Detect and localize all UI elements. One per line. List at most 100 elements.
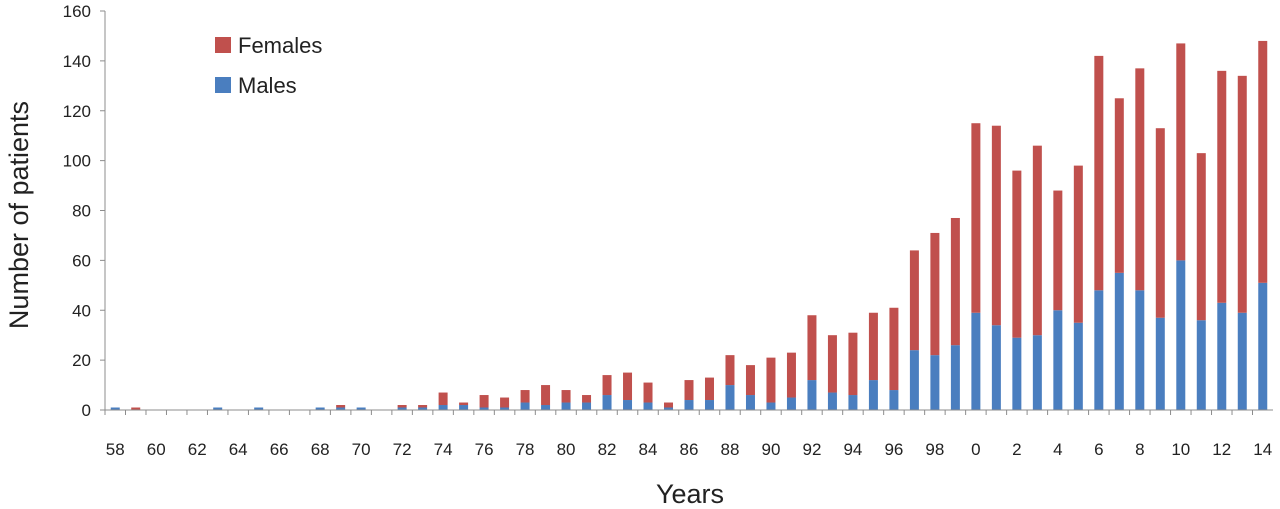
bar-males-83: [623, 400, 633, 410]
bar-females-75: [459, 402, 469, 406]
bar-females-98: [930, 232, 940, 356]
bar-males-97: [909, 350, 919, 410]
bar-males-63: [213, 407, 223, 410]
x-tick-label: 88: [721, 440, 740, 459]
bar-females-87: [704, 377, 714, 401]
y-ticks-group: 0 20 40 60 80 100 120 140 160: [63, 2, 105, 420]
bar-females-76: [479, 395, 489, 408]
bar-males-4: [1053, 310, 1063, 410]
x-tick-label: 76: [475, 440, 494, 459]
y-tick-label: 120: [63, 102, 91, 121]
bar-females-95: [868, 312, 878, 381]
x-tick-label: 74: [434, 440, 453, 459]
bar-males-94: [848, 395, 858, 410]
bar-females-88: [725, 355, 735, 386]
legend-swatch-females: [215, 37, 231, 53]
bar-females-59: [131, 407, 141, 410]
x-tick-label: 6: [1094, 440, 1103, 459]
bar-females-99: [950, 217, 960, 346]
bar-females-74: [438, 392, 448, 406]
x-tick-label: 78: [516, 440, 535, 459]
bar-females-3: [1032, 145, 1042, 336]
bar-females-86: [684, 380, 694, 401]
bar-females-81: [582, 395, 592, 403]
bar-females-93: [827, 335, 837, 393]
x-tick-label: 98: [925, 440, 944, 459]
bar-males-65: [254, 407, 264, 410]
legend: Females Males: [215, 33, 322, 98]
bar-males-8: [1135, 290, 1145, 410]
y-tick-label: 100: [63, 152, 91, 171]
bar-males-68: [315, 407, 325, 410]
x-tick-label: 86: [680, 440, 699, 459]
bar-females-89: [745, 365, 755, 396]
x-tick-label: 94: [843, 440, 862, 459]
bar-males-89: [745, 395, 755, 410]
bar-males-2: [1012, 337, 1022, 410]
bar-females-8: [1135, 68, 1145, 291]
bar-males-12: [1217, 302, 1227, 410]
x-tick-label: 2: [1012, 440, 1021, 459]
bar-females-11: [1196, 153, 1206, 321]
legend-swatch-males: [215, 77, 231, 93]
bar-females-12: [1217, 70, 1227, 303]
x-tick-label: 60: [147, 440, 166, 459]
bar-males-96: [889, 390, 899, 410]
bar-females-73: [418, 405, 428, 408]
bar-males-90: [766, 402, 776, 410]
x-tick-label: 92: [802, 440, 821, 459]
legend-label-males: Males: [238, 73, 297, 98]
bar-males-74: [438, 405, 448, 410]
bar-males-10: [1176, 260, 1186, 410]
bar-females-97: [909, 250, 919, 351]
bar-females-92: [807, 315, 817, 381]
bar-males-7: [1114, 272, 1124, 410]
y-tick-label: 40: [72, 301, 91, 320]
bar-females-6: [1094, 55, 1104, 291]
bar-males-80: [561, 402, 571, 410]
bar-females-94: [848, 332, 858, 396]
bar-males-84: [643, 402, 653, 410]
bar-males-87: [704, 400, 714, 410]
bar-females-10: [1176, 43, 1186, 261]
y-tick-label: 20: [72, 351, 91, 370]
bar-males-95: [868, 380, 878, 410]
y-tick-label: 160: [63, 2, 91, 21]
bar-males-91: [786, 397, 796, 410]
bar-males-11: [1196, 320, 1206, 410]
x-tick-label: 8: [1135, 440, 1144, 459]
bar-females-14: [1258, 40, 1268, 283]
x-tick-label: 90: [762, 440, 781, 459]
bar-females-80: [561, 390, 571, 403]
bar-males-85: [664, 407, 674, 410]
bar-males-79: [541, 405, 551, 410]
bar-males-81: [582, 402, 592, 410]
bar-females-84: [643, 382, 653, 403]
bar-females-13: [1237, 75, 1247, 313]
y-tick-label: 60: [72, 251, 91, 270]
x-tick-label: 58: [106, 440, 125, 459]
bar-males-5: [1073, 322, 1083, 410]
x-tick-label: 84: [639, 440, 658, 459]
x-tick-label: 10: [1171, 440, 1190, 459]
y-tick-label: 0: [82, 401, 91, 420]
x-tick-label: 0: [971, 440, 980, 459]
bar-males-69: [336, 407, 346, 410]
bar-males-14: [1258, 282, 1268, 410]
x-tick-label: 66: [270, 440, 289, 459]
y-axis-title: Number of patients: [4, 101, 34, 329]
x-tick-label: 64: [229, 440, 248, 459]
bar-males-98: [930, 355, 940, 410]
bar-males-99: [950, 345, 960, 410]
bar-females-79: [541, 385, 551, 406]
bar-males-75: [459, 405, 469, 410]
legend-label-females: Females: [238, 33, 322, 58]
bar-females-72: [397, 405, 407, 408]
bar-males-78: [520, 402, 530, 410]
bar-females-4: [1053, 190, 1063, 311]
bars-group: [110, 40, 1268, 410]
bar-females-82: [602, 375, 612, 396]
bar-males-92: [807, 380, 817, 410]
x-tick-label: 4: [1053, 440, 1062, 459]
